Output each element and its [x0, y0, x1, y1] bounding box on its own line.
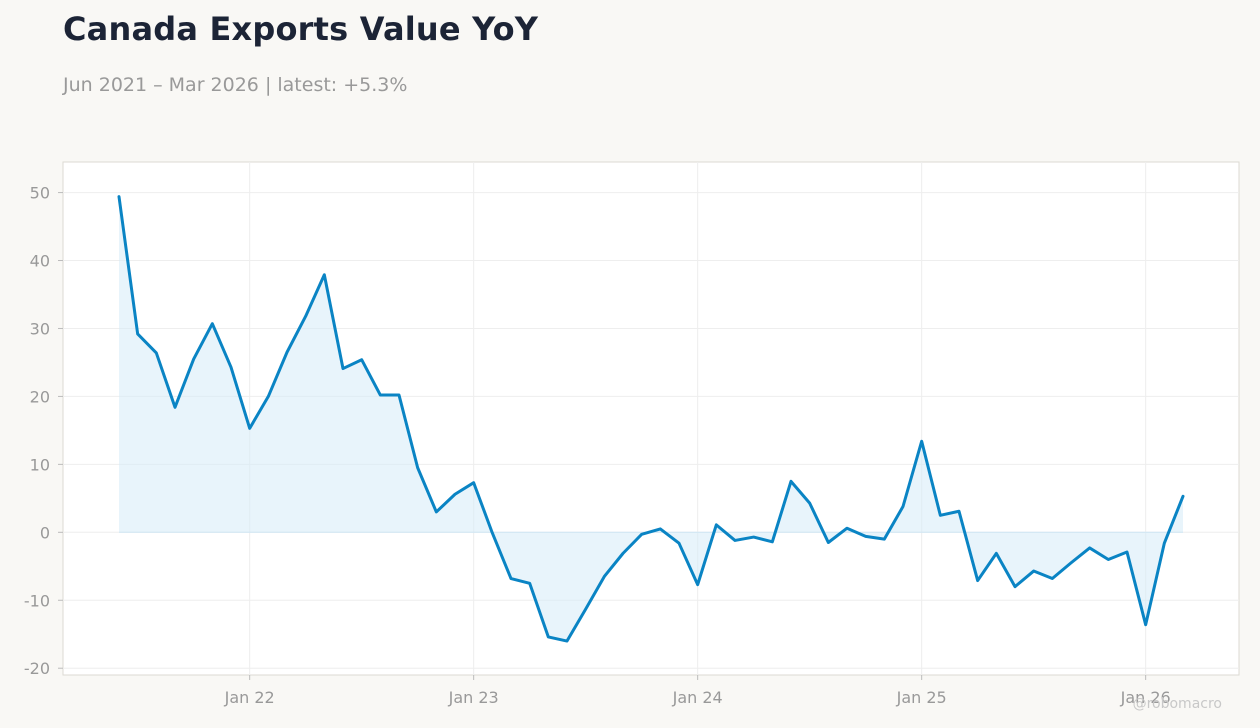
y-tick-label: 40 [30, 252, 50, 271]
y-axis-ticks: -20 -10 0 10 20 30 40 50 [24, 184, 63, 678]
y-tick-label: 20 [30, 387, 50, 406]
chart-title: Canada Exports Value YoY [63, 10, 539, 48]
x-tick-label: Jan 25 [896, 688, 947, 707]
series-line [117, 195, 1185, 643]
x-tick-label: Jan 23 [448, 688, 499, 707]
y-tick-label: 0 [40, 523, 50, 542]
series-area [119, 196, 1183, 642]
y-tick-label: 50 [30, 184, 50, 203]
chart-subtitle: Jun 2021 – Mar 2026 | latest: +5.3% [63, 74, 408, 96]
y-tick-label: 10 [30, 455, 50, 474]
watermark: @robomacro [1132, 696, 1222, 712]
y-tick-label: -10 [24, 591, 50, 610]
x-axis-ticks: Jan 22 Jan 23 Jan 24 Jan 25 Jan 26 [224, 675, 1171, 707]
x-tick-label: Jan 24 [672, 688, 723, 707]
x-tick-label: Jan 26 [1120, 688, 1171, 707]
y-tick-label: -20 [24, 659, 50, 678]
x-tick-label: Jan 22 [224, 688, 275, 707]
y-tick-label: 30 [30, 319, 50, 338]
